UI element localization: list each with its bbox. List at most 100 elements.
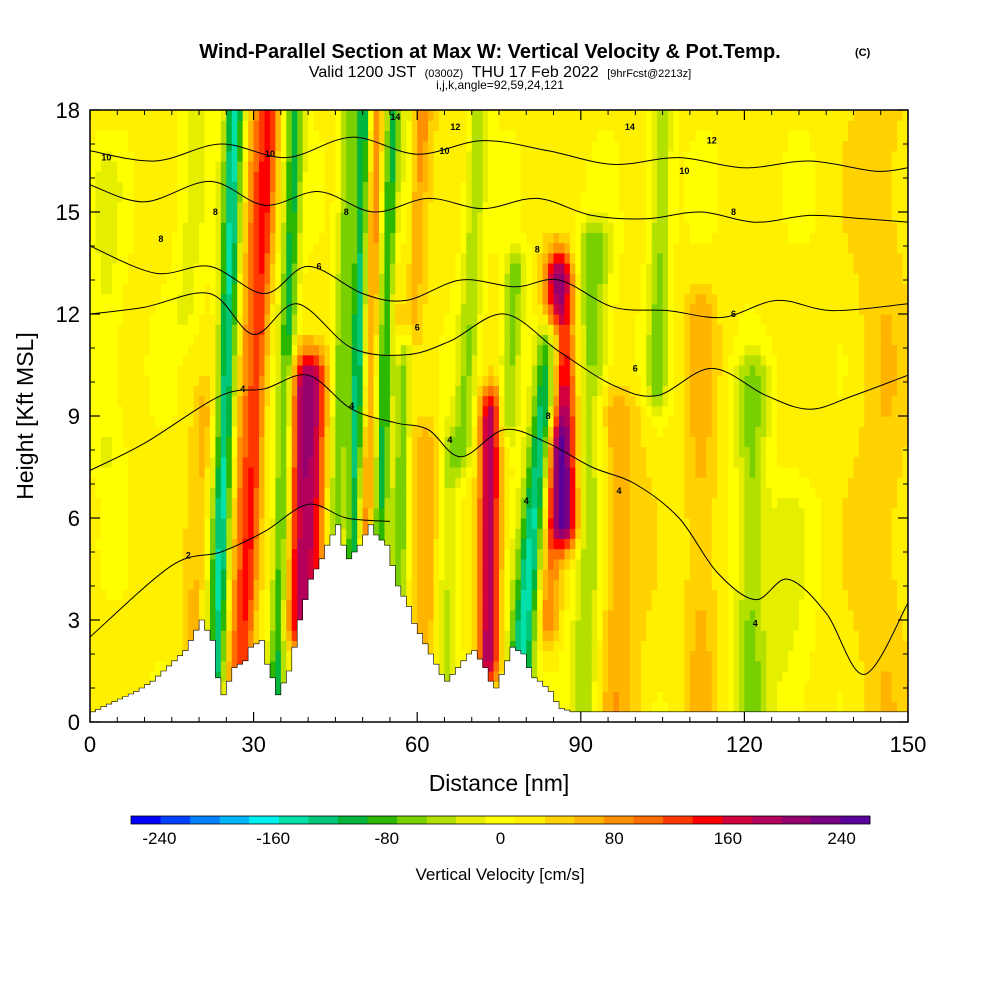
velocity-cell [406,232,413,244]
velocity-cell [488,507,495,519]
velocity-cell [177,599,184,611]
velocity-cell [406,487,413,499]
velocity-cell [526,150,533,162]
velocity-cell [100,385,107,397]
velocity-cell [477,344,484,356]
velocity-cell [526,365,533,376]
velocity-cell [520,558,527,570]
velocity-cell [368,456,375,468]
velocity-cell [428,558,435,570]
velocity-cell [166,436,173,448]
velocity-cell [351,507,358,519]
velocity-cell [264,446,271,458]
velocity-cell [444,232,451,244]
velocity-cell [209,314,217,325]
velocity-cell [428,436,435,448]
velocity-cell [329,334,336,346]
velocity-cell [499,344,506,356]
velocity-cell [242,263,249,274]
velocity-cell [319,446,326,458]
velocity-cell [384,222,391,233]
velocity-cell [111,314,118,325]
velocity-cell [133,324,140,335]
velocity-cell [297,334,304,346]
velocity-cell [231,456,238,468]
velocity-cell [128,110,135,121]
velocity-cell [269,548,277,560]
velocity-cell [537,212,544,223]
velocity-cell [291,293,298,305]
velocity-cell [319,477,326,488]
velocity-cell [335,467,342,478]
velocity-cell [188,140,195,152]
velocity-cell [520,640,527,652]
velocity-cell [444,609,451,621]
velocity-cell [471,344,478,356]
velocity-cell [439,212,446,223]
velocity-cell [406,518,413,529]
velocity-cell [264,344,271,356]
velocity-cell [177,477,184,488]
velocity-cell [302,456,309,468]
velocity-cell [280,252,287,264]
velocity-cell [199,416,206,427]
velocity-cell [449,528,456,539]
velocity-cell [100,150,107,162]
velocity-cell [128,456,135,468]
velocity-cell [319,518,326,529]
velocity-cell [269,303,277,315]
velocity-cell [509,558,516,570]
velocity-cell [520,191,527,203]
velocity-cell [231,528,238,539]
velocity-cell [111,222,118,233]
velocity-cell [291,171,298,182]
velocity-cell [280,110,287,121]
velocity-cell [455,201,462,213]
velocity-cell [329,456,336,468]
velocity-cell [204,528,211,539]
velocity-cell [280,140,287,152]
velocity-cell [449,599,456,611]
velocity-cell [133,630,140,641]
velocity-cell [149,609,157,621]
velocity-cell [422,477,429,488]
velocity-cell [531,201,538,213]
velocity-cell [439,334,446,346]
velocity-cell [362,395,369,407]
velocity-cell [313,477,320,488]
velocity-cell [319,191,326,203]
velocity-cell [215,181,222,193]
velocity-cell [95,263,102,274]
velocity-cell [389,283,396,295]
velocity-cell [297,130,304,142]
velocity-cell [166,477,173,488]
velocity-cell [395,426,402,437]
velocity-cell [100,446,107,458]
velocity-cell [286,620,293,631]
velocity-cell [117,344,124,356]
velocity-cell [264,426,271,437]
velocity-cell [248,171,255,182]
velocity-cell [188,324,195,335]
velocity-cell [204,579,211,590]
velocity-cell [117,314,124,325]
velocity-cell [291,426,298,437]
velocity-cell [520,569,527,580]
velocity-cell [275,120,282,131]
velocity-cell [122,671,129,682]
velocity-cell [444,344,451,356]
velocity-cell [177,640,184,652]
velocity-cell [182,518,189,529]
velocity-cell [531,650,538,662]
velocity-cell [488,273,495,284]
velocity-cell [95,252,102,264]
velocity-cell [449,548,456,560]
velocity-cell [253,365,260,376]
velocity-cell [439,222,446,233]
velocity-cell [302,222,309,233]
velocity-cell [422,446,429,458]
velocity-cell [357,110,364,121]
velocity-cell [269,252,277,264]
velocity-cell [357,426,364,437]
velocity-cell [351,497,358,509]
